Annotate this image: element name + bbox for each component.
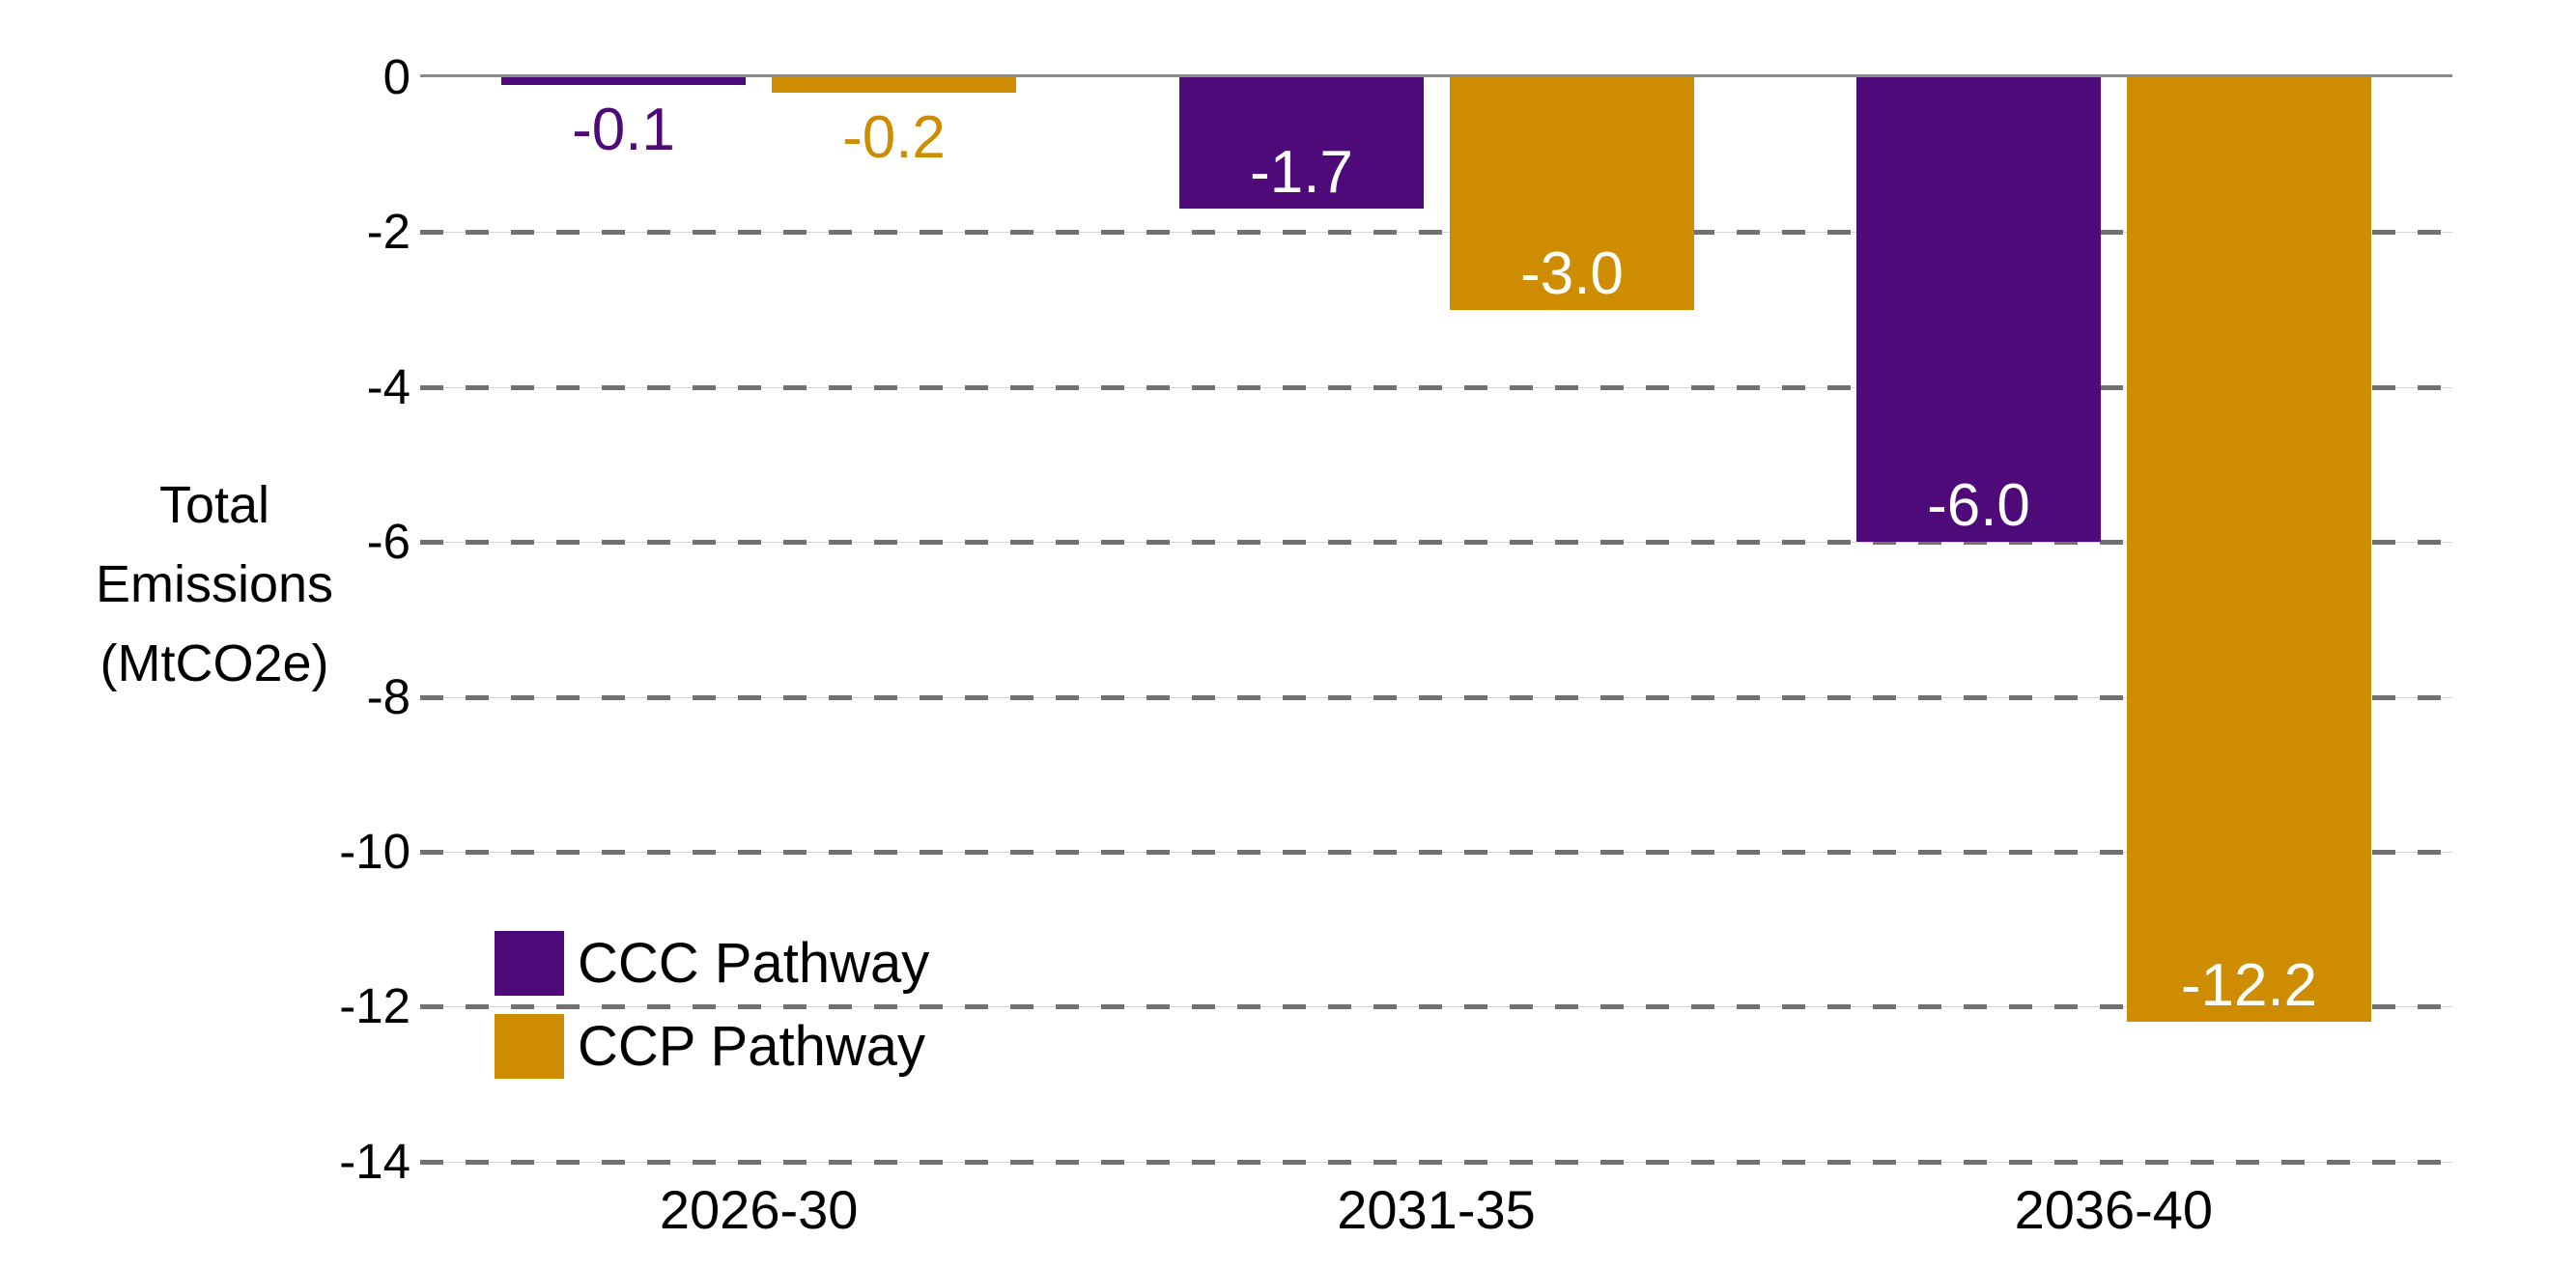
gridline: [420, 540, 2452, 546]
y-tick-label: -6: [366, 514, 410, 570]
bar-ccc-pathway-2026-30: [501, 77, 746, 85]
gridline: [420, 384, 2452, 390]
y-tick-label: -12: [339, 978, 410, 1034]
gridline: [420, 1004, 2452, 1010]
bar-value-label: -0.2: [842, 104, 946, 171]
legend-label: CCC Pathway: [578, 932, 930, 995]
bar-ccc-pathway-2036-40: [1856, 77, 2101, 542]
y-tick-label: -4: [366, 358, 410, 414]
gridline: [420, 850, 2452, 855]
bar-ccc-pathway-2031-35: [1179, 77, 1424, 209]
bar-value-label: -1.7: [1250, 139, 1353, 206]
bar-ccp-pathway-2026-30: [772, 77, 1016, 93]
y-tick-label: -10: [339, 824, 410, 879]
zero-axis-line: [420, 74, 2452, 77]
bar-value-label: -0.1: [572, 97, 675, 163]
legend-label: CCP Pathway: [578, 1015, 925, 1078]
bar-value-label: -12.2: [2180, 952, 2318, 1019]
x-tick-label: 2031-35: [1337, 1179, 1536, 1240]
y-tick-label: 0: [382, 49, 410, 104]
y-tick-label: -8: [366, 668, 410, 724]
bar-ccp-pathway-2036-40: [2127, 77, 2371, 1022]
y-tick-label: -2: [366, 204, 410, 260]
y-axis-title-line: (MtCO2e): [99, 634, 329, 692]
legend-swatch: [495, 931, 564, 996]
bar-value-label: -3.0: [1520, 240, 1624, 307]
y-axis-title: Total Emissions (MtCO2e): [12, 465, 417, 703]
bar-ccp-pathway-2031-35: [1450, 77, 1694, 310]
legend-swatch: [495, 1014, 564, 1079]
y-axis-title-line: Total: [158, 476, 270, 534]
y-tick-label: -14: [339, 1133, 410, 1189]
y-axis-title-line: Emissions: [95, 555, 334, 613]
x-tick-label: 2026-30: [659, 1179, 859, 1240]
x-tick-label: 2036-40: [2014, 1179, 2214, 1240]
gridline: [420, 1159, 2452, 1165]
gridline: [420, 230, 2452, 236]
bar-value-label: -6.0: [1927, 472, 2030, 539]
gridline: [420, 694, 2452, 700]
